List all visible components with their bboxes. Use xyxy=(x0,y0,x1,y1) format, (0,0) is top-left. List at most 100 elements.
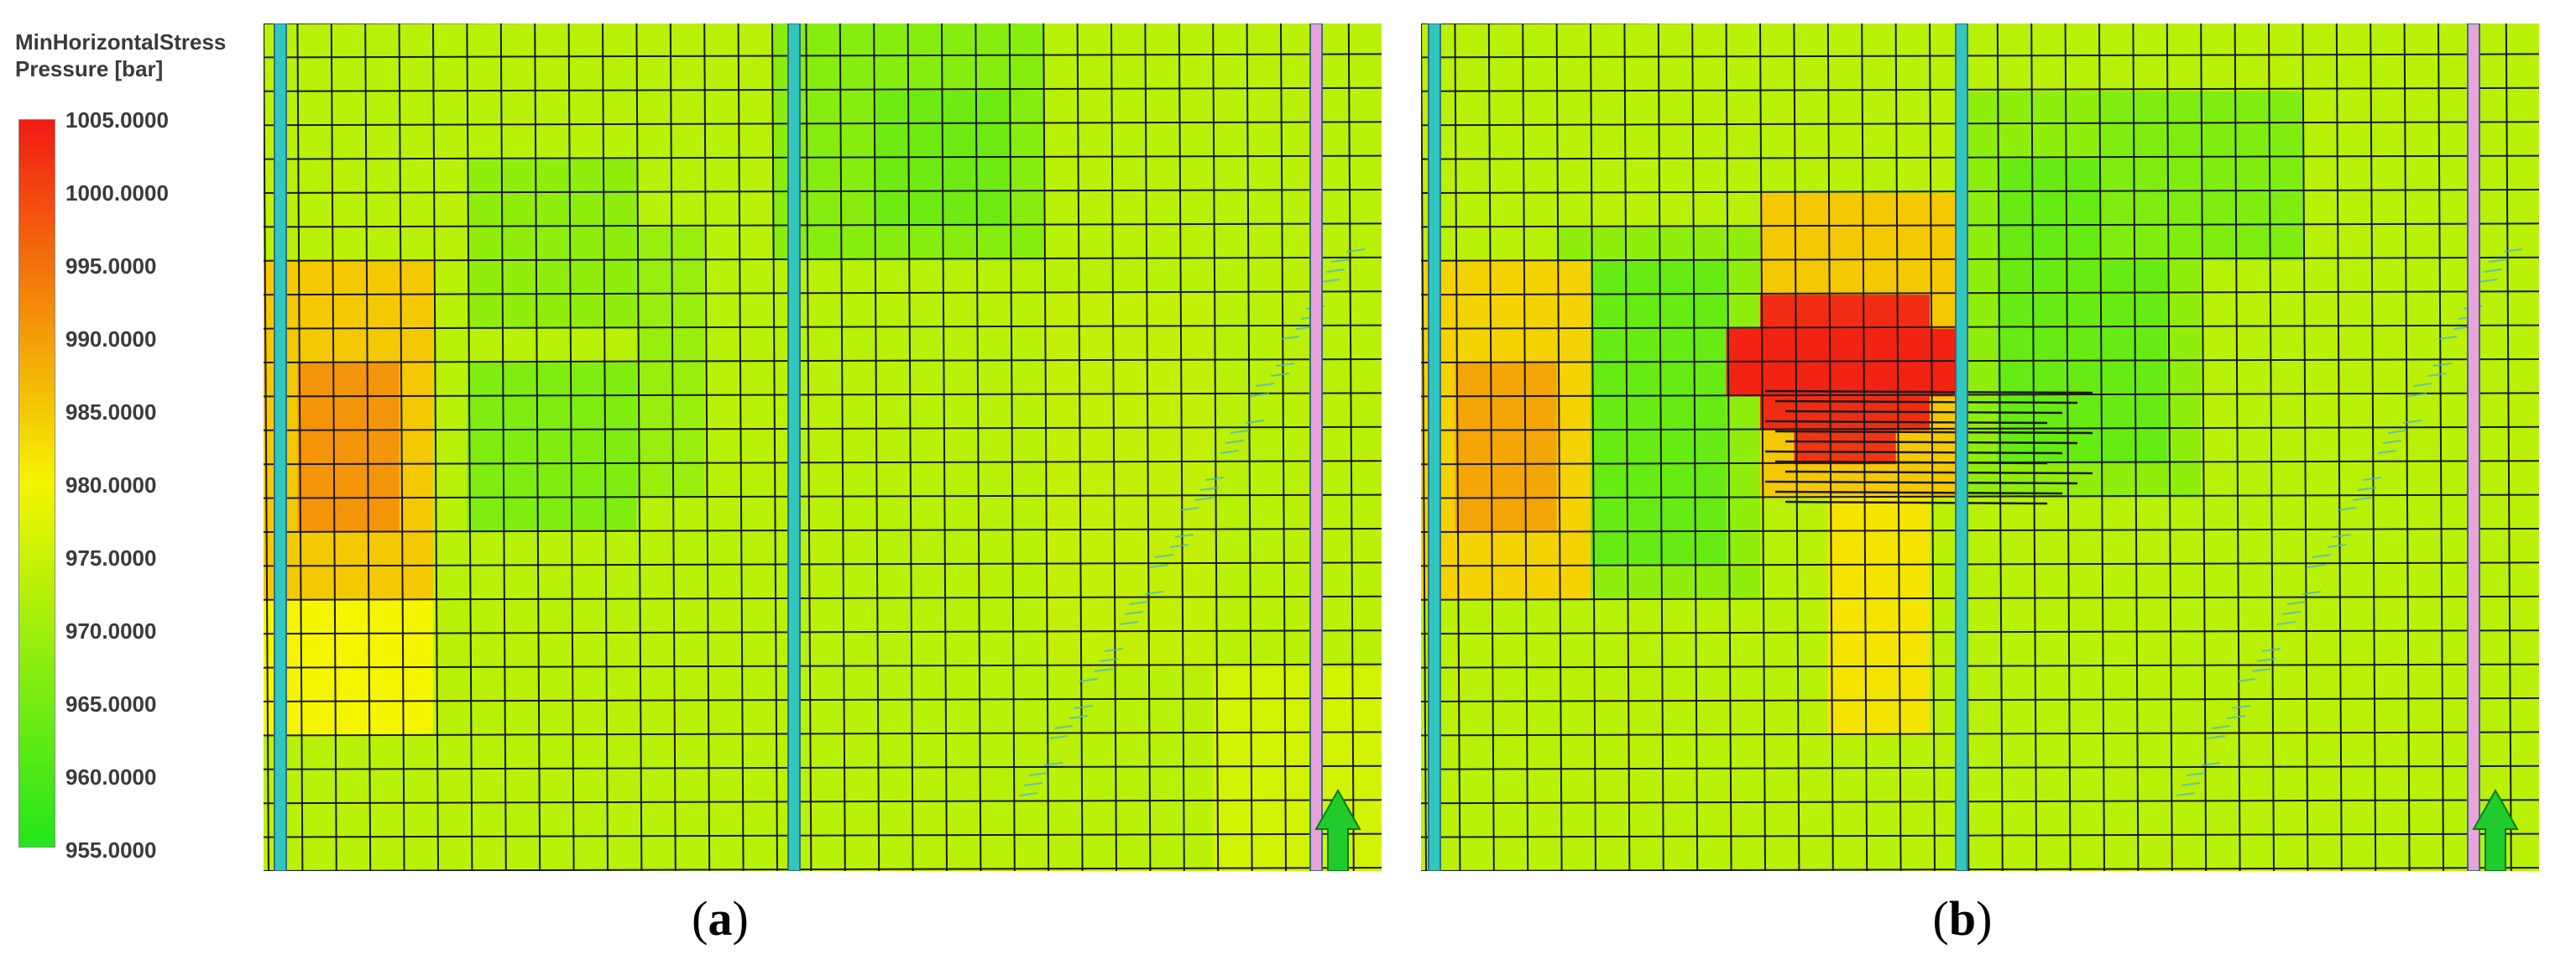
grid-cell xyxy=(2133,295,2168,330)
grid-cell xyxy=(1455,363,1490,397)
grid-cell xyxy=(704,430,739,465)
grid-cell xyxy=(467,363,502,397)
grid-cell xyxy=(907,634,943,669)
grid-cell xyxy=(2370,464,2406,499)
grid-cell xyxy=(1997,295,2032,330)
natural-fracture-mark xyxy=(1154,554,1174,558)
grid-cell xyxy=(603,430,637,465)
grid-cell xyxy=(2201,328,2236,363)
grid-line-vertical xyxy=(1793,23,1800,871)
grid-cell xyxy=(704,23,739,58)
grid-cell xyxy=(1827,532,1863,566)
grid-cell xyxy=(806,125,841,160)
grid-cell xyxy=(975,193,1011,227)
grid-cell xyxy=(738,498,773,533)
grid-cell xyxy=(568,464,604,499)
grid-cell xyxy=(738,396,773,431)
grid-cell xyxy=(1556,464,1591,499)
grid-cell xyxy=(2505,23,2539,58)
grid-cell xyxy=(467,125,502,160)
grid-cell xyxy=(704,803,739,838)
grid-cell xyxy=(1455,769,1490,804)
grid-cell xyxy=(433,634,468,669)
grid-cell xyxy=(1726,159,1761,194)
grid-line-vertical xyxy=(2370,23,2377,871)
grid-cell xyxy=(297,91,332,126)
grid-cell xyxy=(670,769,705,804)
grid-cell xyxy=(1009,430,1044,465)
grid-cell xyxy=(500,260,536,295)
grid-cell xyxy=(568,769,604,804)
grid-cell xyxy=(636,193,671,227)
grid-cell xyxy=(704,702,739,736)
grid-cell xyxy=(500,769,536,804)
grid-line-vertical xyxy=(2166,23,2173,871)
grid-cell xyxy=(1523,23,1558,58)
grid-cell xyxy=(365,566,400,601)
grid-cell xyxy=(500,667,536,702)
grid-cell xyxy=(2133,566,2168,601)
grid-cell xyxy=(1213,735,1248,770)
grid-cell xyxy=(1556,396,1591,431)
grid-cell xyxy=(1895,125,1931,160)
grid-cell xyxy=(1556,667,1591,702)
grid-cell xyxy=(1895,769,1931,804)
grid-cell xyxy=(2065,735,2100,770)
grid-cell xyxy=(2031,363,2067,397)
grid-cell xyxy=(2099,260,2134,295)
grid-cell xyxy=(1455,295,1490,330)
grid-cell xyxy=(2166,532,2202,566)
grid-line-vertical xyxy=(330,23,337,871)
grid-cell xyxy=(1246,735,1282,770)
grid-cell xyxy=(500,193,536,227)
grid-cell xyxy=(1213,159,1248,194)
grid-cell xyxy=(1624,125,1659,160)
grid-cell xyxy=(2201,396,2236,431)
hydraulic-fracture-line xyxy=(1774,430,2093,435)
grid-cell xyxy=(535,91,570,126)
grid-cell xyxy=(1624,498,1659,533)
grid-cell xyxy=(1455,328,1490,363)
grid-cell xyxy=(2099,634,2134,669)
grid-cell xyxy=(2404,260,2439,295)
panel-label-b: (b) xyxy=(1932,891,1993,946)
grid-cell xyxy=(1862,532,1897,566)
grid-cell xyxy=(1488,227,1523,262)
grid-cell xyxy=(806,295,841,330)
grid-cell xyxy=(704,396,739,431)
grid-cell xyxy=(2404,566,2439,601)
grid-cell xyxy=(1348,769,1382,804)
grid-cell xyxy=(1658,803,1693,838)
hydraulic-fracture-line xyxy=(1774,490,2063,495)
grid-cell xyxy=(2133,193,2168,227)
grid-cell xyxy=(1178,566,1214,601)
grid-cell xyxy=(2065,328,2100,363)
grid-cell xyxy=(365,498,400,533)
grid-cell xyxy=(1862,566,1897,601)
grid-cell xyxy=(1111,803,1146,838)
grid-cell xyxy=(2505,396,2539,431)
grid-cell xyxy=(1556,295,1591,330)
grid-cell xyxy=(839,464,875,499)
grid-cell xyxy=(806,702,841,736)
grid-cell xyxy=(1145,599,1180,634)
grid-line-vertical xyxy=(432,23,439,871)
grid-cell xyxy=(704,295,739,330)
grid-cell xyxy=(1591,769,1625,804)
grid-cell xyxy=(1726,430,1761,465)
grid-cell xyxy=(2201,532,2236,566)
grid-cell xyxy=(1591,23,1625,58)
grid-cell xyxy=(500,634,536,669)
grid-cell xyxy=(1111,260,1146,295)
grid-cell xyxy=(1658,23,1693,58)
grid-cell xyxy=(975,227,1011,262)
grid-cell xyxy=(806,566,841,601)
grid-cell xyxy=(1794,430,1829,465)
grid-cell xyxy=(1488,396,1523,431)
grid-cell xyxy=(1488,532,1523,566)
grid-cell xyxy=(839,396,875,431)
grid-cell xyxy=(1145,532,1180,566)
grid-cell xyxy=(704,634,739,669)
grid-cell xyxy=(1178,769,1214,804)
grid-cell xyxy=(1455,430,1490,465)
